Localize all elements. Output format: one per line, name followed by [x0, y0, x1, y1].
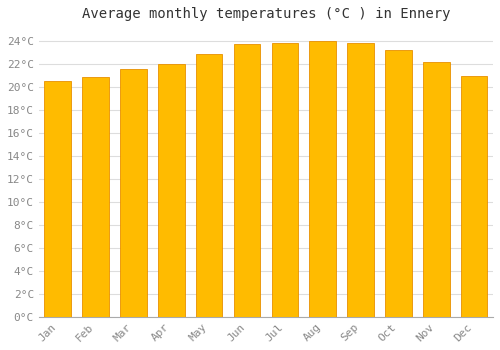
Bar — [348, 43, 374, 317]
Bar — [385, 50, 411, 317]
Bar — [461, 76, 487, 317]
Bar — [158, 64, 184, 317]
Bar — [44, 81, 71, 317]
Bar — [423, 62, 450, 317]
Bar — [82, 77, 109, 317]
Bar — [234, 44, 260, 317]
Bar — [196, 54, 222, 317]
Bar — [272, 43, 298, 317]
Bar — [120, 69, 146, 317]
Title: Average monthly temperatures (°C ) in Ennery: Average monthly temperatures (°C ) in En… — [82, 7, 450, 21]
Bar — [310, 41, 336, 317]
